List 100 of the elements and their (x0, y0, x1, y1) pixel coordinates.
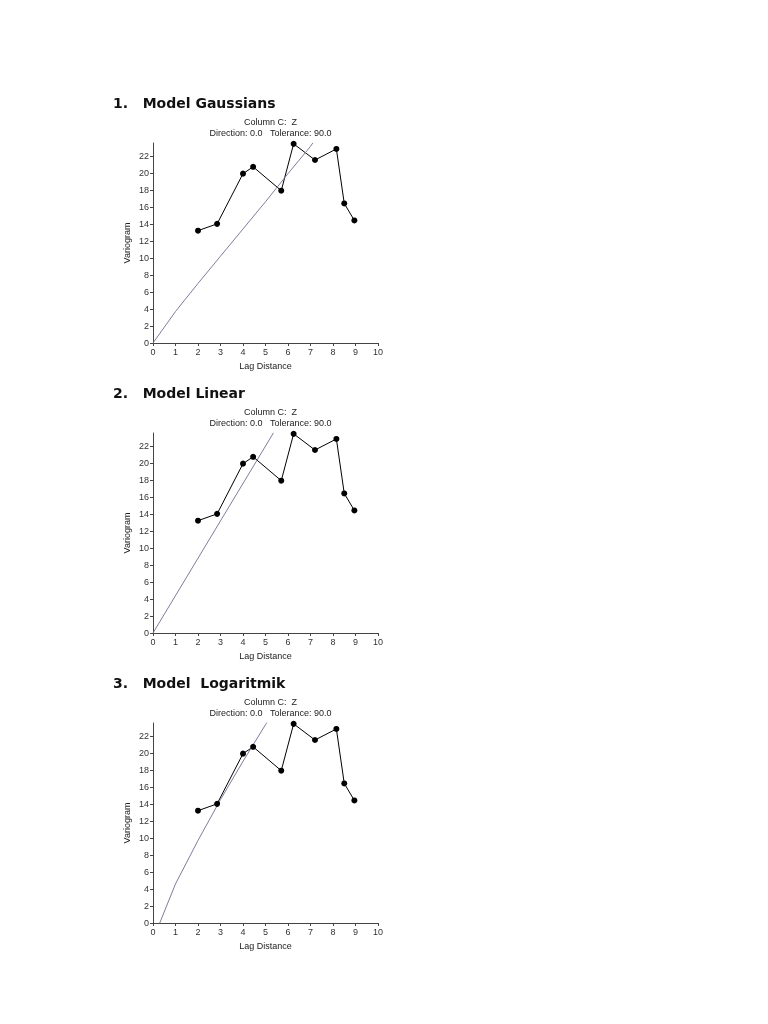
x-tick-label: 7 (307, 926, 314, 937)
y-tick-label: 18 (138, 474, 149, 485)
x-tick-label: 6 (285, 926, 291, 937)
y-tick-label: 0 (143, 338, 149, 348)
y-tick-label: 4 (143, 303, 149, 314)
y-tick-label: 6 (143, 286, 149, 297)
x-axis-title: Lag Distance (239, 360, 292, 371)
chart-title: 1. Model Gaussians (113, 95, 276, 111)
point (351, 797, 358, 804)
y-axis-title: Variogram (121, 512, 132, 554)
x-tick-label: 2 (195, 926, 201, 937)
x-tick-label: 0 (150, 346, 156, 357)
y-tick-label: 14 (138, 508, 149, 519)
y-tick-label: 2 (143, 900, 149, 911)
y-tick-label: 16 (138, 781, 149, 792)
x-tick-label: 0 (150, 926, 156, 937)
point (290, 720, 297, 727)
point (240, 170, 246, 177)
y-tick-label: 18 (138, 184, 149, 195)
point (250, 743, 257, 750)
y-tick-label: 22 (138, 150, 149, 161)
point (240, 750, 246, 757)
x-tick-label: 3 (217, 636, 224, 647)
x-tick-label: 5 (262, 926, 269, 937)
point (278, 767, 285, 774)
x-tick-label: 10 (372, 346, 384, 357)
point (333, 435, 340, 442)
point (278, 187, 285, 194)
x-tick-label: 5 (262, 346, 269, 357)
x-tick-label: 8 (330, 926, 336, 937)
x-tick-label: 6 (285, 636, 291, 647)
point (240, 460, 246, 467)
y-tick-label: 0 (143, 918, 149, 928)
y-tick-label: 2 (143, 610, 149, 621)
y-tick-label: 14 (138, 218, 149, 229)
point (250, 163, 257, 170)
x-tick-label: 8 (330, 636, 336, 647)
x-tick-label: 0 (150, 636, 156, 647)
y-axis-title: Variogram (121, 222, 132, 264)
point (351, 507, 358, 514)
y-tick-label: 12 (138, 235, 149, 246)
point (195, 517, 201, 524)
point (351, 217, 358, 224)
chart-title: 3. Model Logaritmik (113, 675, 287, 691)
chart-title: 2. Model Linear (113, 385, 246, 401)
point (341, 490, 348, 497)
y-tick-label: 12 (138, 525, 149, 536)
y-axis-title: Variogram (121, 802, 132, 844)
x-tick-label: 2 (195, 346, 201, 357)
x-tick-label: 7 (307, 636, 314, 647)
y-tick-label: 10 (138, 832, 149, 843)
point (195, 807, 201, 814)
y-tick-label: 0 (143, 628, 149, 638)
y-tick-label: 4 (143, 593, 149, 604)
x-tick-label: 7 (307, 346, 314, 357)
y-tick-label: 20 (138, 167, 149, 178)
y-tick-label: 10 (138, 252, 149, 263)
x-tick-label: 4 (240, 636, 246, 647)
y-tick-label: 4 (143, 883, 149, 894)
point (341, 200, 348, 207)
point (214, 800, 221, 807)
y-tick-label: 20 (138, 747, 149, 758)
x-tick-label: 6 (285, 346, 291, 357)
point (312, 447, 318, 454)
y-tick-label: 10 (138, 542, 149, 553)
y-tick-label: 6 (143, 576, 149, 587)
line-series (159, 722, 268, 924)
y-tick-label: 22 (138, 730, 149, 741)
y-tick-label: 18 (138, 764, 149, 775)
y-tick-label: 16 (138, 201, 149, 212)
point (312, 157, 318, 164)
point (250, 453, 257, 460)
x-tick-label: 10 (372, 636, 384, 647)
x-tick-label: 8 (330, 346, 336, 357)
x-tick-label: 4 (240, 926, 246, 937)
x-tick-label: 3 (217, 346, 224, 357)
point (290, 140, 297, 147)
point (214, 220, 221, 227)
y-tick-label: 14 (138, 798, 149, 809)
y-tick-label: 16 (138, 491, 149, 502)
chart-subtitle: Column C: Z Direction: 0.0 Tolerance: 90.0 (209, 406, 332, 428)
x-tick-label: 2 (195, 636, 201, 647)
chart-subtitle: Column C: Z Direction: 0.0 Tolerance: 90.0 (209, 116, 332, 138)
point (333, 725, 340, 732)
point (278, 477, 285, 484)
x-tick-label: 9 (352, 636, 359, 647)
y-tick-label: 8 (143, 559, 149, 570)
y-tick-label: 22 (138, 440, 149, 451)
x-axis-title: Lag Distance (239, 940, 292, 951)
x-tick-label: 9 (352, 926, 359, 937)
chart-subtitle: Column C: Z Direction: 0.0 Tolerance: 90.0 (209, 696, 332, 718)
y-tick-label: 8 (143, 269, 149, 280)
x-tick-label: 3 (217, 926, 224, 937)
point (312, 737, 318, 744)
x-tick-label: 4 (240, 346, 246, 357)
x-tick-label: 1 (172, 926, 179, 937)
point (195, 227, 201, 234)
y-tick-label: 6 (143, 866, 149, 877)
x-tick-label: 1 (172, 636, 179, 647)
x-tick-label: 10 (372, 926, 384, 937)
